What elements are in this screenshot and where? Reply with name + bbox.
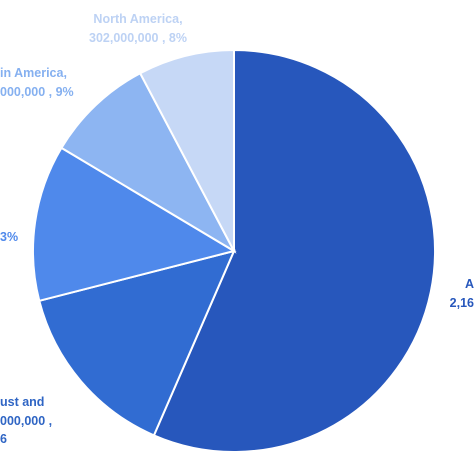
pie-slice-1 xyxy=(38,249,236,437)
pie-slice-3 xyxy=(60,71,237,254)
label-north-america-line1: North America, xyxy=(93,12,182,26)
label-largest-slice-line2: 2,16 xyxy=(450,296,474,310)
pie-slice-0 xyxy=(152,48,436,453)
label-north-america-line2: 302,000,000 , 8% xyxy=(89,31,187,45)
pie-slice-2 xyxy=(32,146,237,303)
label-largest-slice-line1: A xyxy=(465,277,474,291)
label-latin-america-line2: 000,000 , 9% xyxy=(0,85,74,99)
pie-slice-4 xyxy=(138,48,235,252)
label-third-slice: 3% xyxy=(0,230,18,244)
pie-slices xyxy=(32,48,436,453)
label-middle-east-line2: 000,000 , xyxy=(0,414,52,428)
label-middle-east-line3: 6 xyxy=(0,432,7,446)
label-latin-america-line1: in America, xyxy=(0,66,67,80)
label-middle-east-line1: ust and xyxy=(0,395,44,409)
